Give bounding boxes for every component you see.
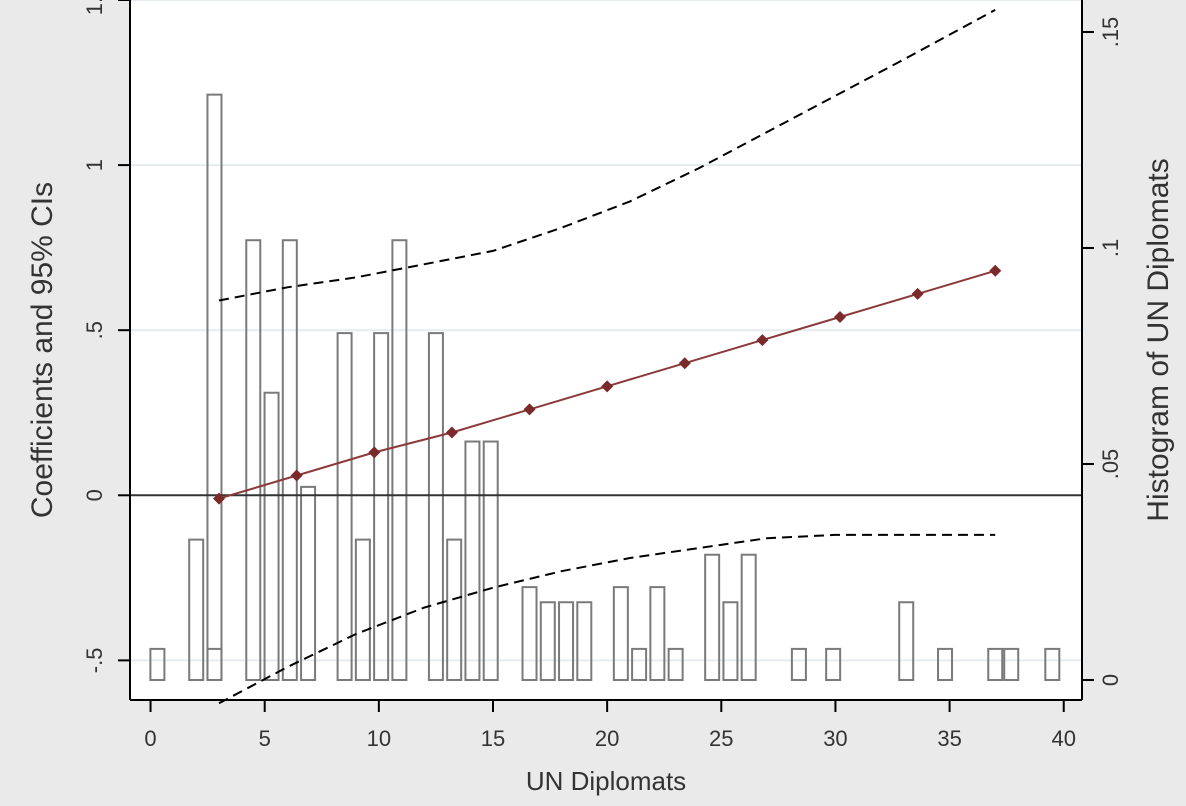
y2-tick-label: .05 bbox=[1098, 449, 1123, 480]
histogram-bar bbox=[427, 332, 444, 681]
coefficient-markers bbox=[213, 264, 1002, 505]
x-tick-label: 20 bbox=[595, 726, 619, 751]
y-tick-label: .5 bbox=[82, 321, 107, 339]
y2-tick-label: .1 bbox=[1098, 239, 1123, 257]
x-tick-label: 25 bbox=[709, 726, 733, 751]
histogram-bar bbox=[1003, 647, 1020, 681]
x-tick-label: 30 bbox=[823, 726, 847, 751]
histogram-bar bbox=[576, 601, 593, 681]
coefficient-point bbox=[989, 264, 1002, 277]
histogram-bar bbox=[149, 647, 166, 681]
histogram-bar bbox=[464, 440, 481, 682]
histogram-bar bbox=[300, 485, 317, 681]
histogram-bar bbox=[482, 440, 499, 682]
histogram-bar bbox=[354, 538, 371, 681]
coefficient-point bbox=[445, 426, 458, 439]
axes bbox=[129, 0, 1083, 701]
x-tick-label: 40 bbox=[1051, 726, 1075, 751]
gridlines bbox=[130, 0, 1082, 662]
histogram-bar bbox=[631, 647, 648, 681]
x-axis-ticks: 0 5 10 15 20 25 30 35 40 bbox=[144, 700, 1076, 751]
coefficient-point bbox=[678, 357, 691, 370]
x-tick-label: 5 bbox=[259, 726, 271, 751]
histogram-bar bbox=[188, 538, 205, 681]
y-tick-label: 0 bbox=[82, 489, 107, 501]
y2-tick-label: .15 bbox=[1098, 17, 1123, 48]
plot-area bbox=[130, 0, 1082, 700]
histogram-bar bbox=[704, 553, 721, 681]
x-tick-label: 15 bbox=[481, 726, 505, 751]
histogram-bar bbox=[206, 93, 223, 681]
histogram-bar bbox=[898, 601, 915, 681]
histogram-bar bbox=[539, 601, 556, 681]
histogram-bar bbox=[1044, 647, 1061, 681]
histogram-bar bbox=[558, 601, 575, 681]
histogram-bar bbox=[937, 647, 954, 681]
y-tick-label: 1 bbox=[82, 159, 107, 171]
y-tick-label: 1.5 bbox=[82, 0, 107, 15]
coefficient-point bbox=[213, 492, 226, 505]
histogram-bar bbox=[281, 239, 298, 681]
histogram-bar bbox=[245, 239, 262, 681]
x-tick-label: 35 bbox=[937, 726, 961, 751]
coefficient-point bbox=[756, 334, 769, 347]
histogram-bar bbox=[446, 538, 463, 681]
x-tick-label: 0 bbox=[144, 726, 156, 751]
y-tick-label: -.5 bbox=[82, 648, 107, 674]
y2-axis-title: Histogram of UN Diplomats bbox=[1142, 158, 1175, 521]
histogram-bar bbox=[740, 553, 757, 681]
y-axis-title: Coefficients and 95% CIs bbox=[26, 182, 59, 518]
coefficient-point bbox=[834, 310, 847, 323]
histogram-bar bbox=[825, 647, 842, 681]
histogram-bar bbox=[649, 586, 666, 681]
coefficient-point bbox=[290, 469, 303, 482]
y-axis-ticks: -.5 0 .5 1 1.5 bbox=[82, 0, 130, 673]
x-tick-label: 10 bbox=[367, 726, 391, 751]
coefficient-point bbox=[601, 380, 614, 393]
y2-tick-label: 0 bbox=[1098, 674, 1123, 686]
coefficient-point bbox=[368, 446, 381, 459]
histogram-bar bbox=[391, 239, 408, 681]
histogram-bar bbox=[373, 332, 390, 681]
histogram-bar bbox=[987, 647, 1004, 681]
coefficient-point bbox=[523, 403, 536, 416]
histogram-bar bbox=[612, 586, 629, 681]
histogram-bar bbox=[521, 586, 538, 681]
histogram-bar bbox=[722, 601, 739, 681]
coefficient-point bbox=[911, 287, 924, 300]
x-axis-title: UN Diplomats bbox=[526, 766, 686, 796]
histogram-bar bbox=[336, 332, 353, 681]
histogram-bar bbox=[790, 647, 807, 681]
ci-lower-line bbox=[218, 533, 996, 705]
histogram-bar bbox=[667, 647, 684, 681]
y2-axis-ticks: 0 .05 .1 .15 bbox=[1082, 17, 1123, 686]
histogram-bar bbox=[263, 391, 280, 681]
ci-upper-line bbox=[218, 9, 996, 302]
histogram-bars bbox=[149, 93, 1061, 682]
